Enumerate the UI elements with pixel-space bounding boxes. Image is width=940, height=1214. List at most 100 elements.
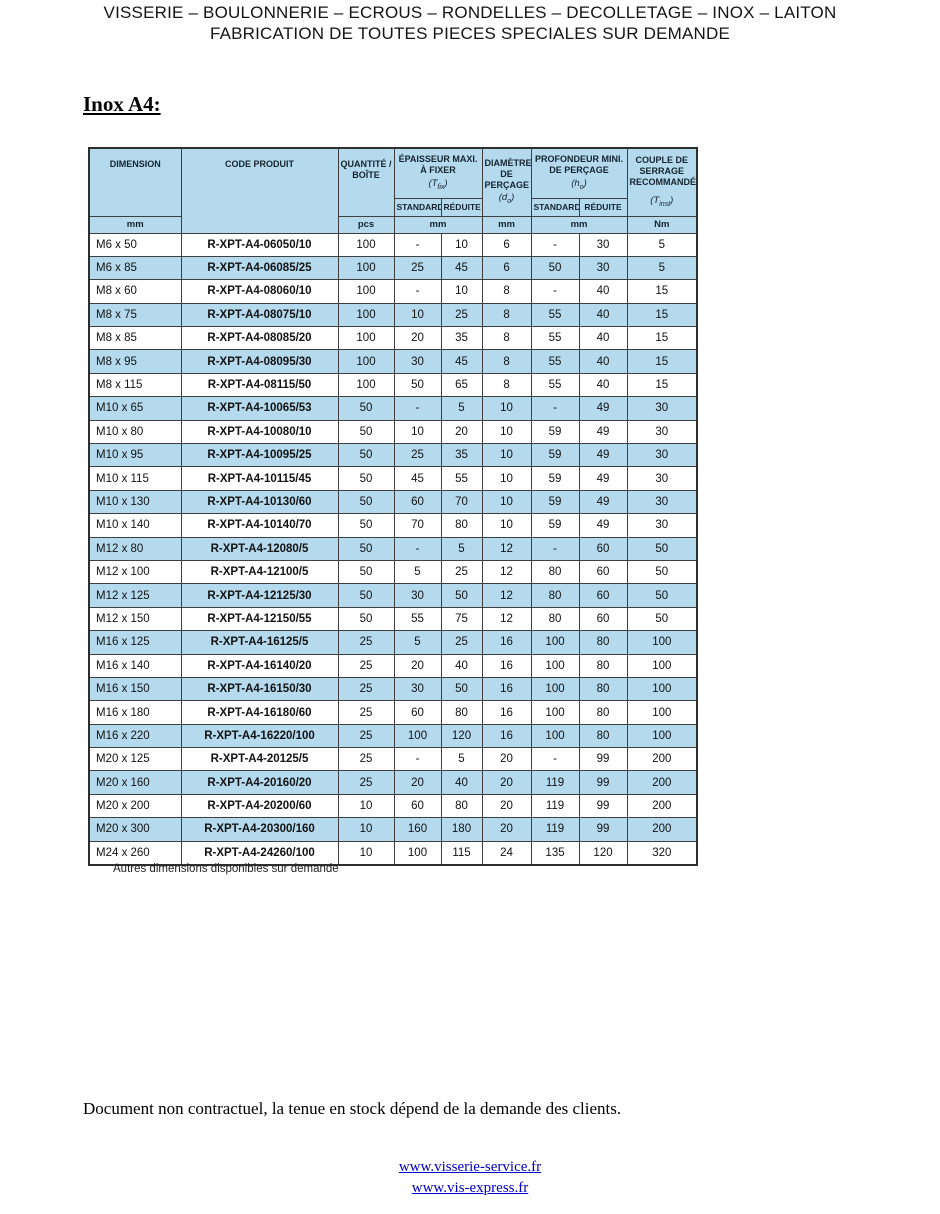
cell-profondeur-standard: - [530, 747, 580, 772]
cell-profondeur-standard: - [530, 232, 580, 257]
cell-epaisseur-standard: 10 [393, 419, 442, 445]
cell-profondeur-reduite: 99 [578, 747, 628, 772]
cell-profondeur-standard: 80 [530, 606, 580, 632]
cell-epaisseur-reduite: 25 [440, 302, 483, 328]
cell-quantite: 25 [337, 723, 395, 749]
cell-diametre: 10 [481, 466, 532, 491]
cell-dimension: M12 x 150 [88, 606, 182, 632]
cell-epaisseur-reduite: 70 [440, 489, 483, 515]
cell-epaisseur-standard: 25 [393, 443, 442, 468]
cell-profondeur-reduite: 80 [578, 676, 628, 702]
cell-epaisseur-standard: 70 [393, 513, 442, 538]
cell-profondeur-standard: 119 [530, 817, 580, 842]
cell-dimension: M8 x 85 [88, 326, 182, 351]
cell-profondeur-standard: 119 [530, 770, 580, 795]
cell-diametre: 8 [481, 349, 532, 374]
cell-quantite: 50 [337, 443, 395, 468]
cell-quantite: 100 [337, 326, 395, 351]
cell-epaisseur-reduite: 10 [440, 232, 483, 257]
unit-profondeur: mm [530, 215, 628, 234]
cell-profondeur-reduite: 40 [578, 349, 628, 374]
cell-code-produit: R-XPT-A4-08085/20 [180, 326, 339, 351]
cell-epaisseur-reduite: 180 [440, 817, 483, 842]
cell-code-produit: R-XPT-A4-16150/30 [180, 676, 339, 702]
cell-epaisseur-standard: - [393, 396, 442, 421]
cell-epaisseur-standard: 5 [393, 559, 442, 585]
cell-profondeur-standard: 59 [530, 443, 580, 468]
cell-profondeur-standard: 100 [530, 676, 580, 702]
link-vis-express[interactable]: www.vis-express.fr [411, 1180, 529, 1196]
cell-profondeur-reduite: 30 [578, 255, 628, 281]
cell-quantite: 50 [337, 559, 395, 585]
cell-dimension: M6 x 50 [88, 232, 182, 257]
cell-epaisseur-reduite: 35 [440, 443, 483, 468]
cell-epaisseur-standard: 45 [393, 466, 442, 491]
cell-code-produit: R-XPT-A4-06050/10 [180, 232, 339, 257]
cell-epaisseur-standard: 60 [393, 793, 442, 819]
cell-profondeur-standard: 55 [530, 326, 580, 351]
cell-profondeur-reduite: 49 [578, 419, 628, 445]
cell-profondeur-standard: 100 [530, 630, 580, 655]
cell-dimension: M10 x 80 [88, 419, 182, 445]
cell-profondeur-standard: - [530, 536, 580, 561]
cell-profondeur-standard: 119 [530, 793, 580, 819]
table-row: M12 x 100 R-XPT-A4-12100/5 50 5 25 12 80… [88, 559, 698, 585]
cell-dimension: M16 x 180 [88, 700, 182, 725]
cell-code-produit: R-XPT-A4-06085/25 [180, 255, 339, 281]
cell-epaisseur-standard: 30 [393, 349, 442, 374]
cell-code-produit: R-XPT-A4-08075/10 [180, 302, 339, 328]
cell-profondeur-reduite: 40 [578, 326, 628, 351]
cell-epaisseur-reduite: 45 [440, 255, 483, 281]
cell-epaisseur-reduite: 50 [440, 583, 483, 608]
cell-profondeur-standard: 100 [530, 700, 580, 725]
cell-dimension: M8 x 75 [88, 302, 182, 328]
cell-profondeur-standard: 80 [530, 559, 580, 585]
section-title: Inox A4: [83, 92, 161, 116]
cell-diametre: 16 [481, 653, 532, 678]
table-row: M20 x 200 R-XPT-A4-20200/60 10 60 80 20 … [88, 793, 698, 819]
cell-diametre: 8 [481, 302, 532, 328]
cell-profondeur-reduite: 49 [578, 396, 628, 421]
cell-quantite: 50 [337, 583, 395, 608]
cell-profondeur-reduite: 60 [578, 606, 628, 632]
cell-profondeur-standard: 59 [530, 419, 580, 445]
page-header-line1: VISSERIE – BOULONNERIE – ECROUS – RONDEL… [103, 3, 837, 22]
cell-profondeur-standard: 50 [530, 255, 580, 281]
cell-couple: 15 [626, 302, 698, 328]
table-row: M16 x 220 R-XPT-A4-16220/100 25 100 120 … [88, 723, 698, 749]
cell-epaisseur-reduite: 50 [440, 676, 483, 702]
cell-epaisseur-standard: 5 [393, 630, 442, 655]
cell-code-produit: R-XPT-A4-20125/5 [180, 747, 339, 772]
table-row: M16 x 140 R-XPT-A4-16140/20 25 20 40 16 … [88, 653, 698, 678]
cell-epaisseur-reduite: 80 [440, 513, 483, 538]
cell-quantite: 100 [337, 302, 395, 328]
cell-diametre: 12 [481, 606, 532, 632]
cell-quantite: 50 [337, 606, 395, 632]
cell-code-produit: R-XPT-A4-08060/10 [180, 279, 339, 304]
cell-epaisseur-standard: - [393, 536, 442, 561]
cell-epaisseur-standard: - [393, 279, 442, 304]
cell-profondeur-standard: 55 [530, 302, 580, 328]
cell-epaisseur-standard: - [393, 232, 442, 257]
cell-profondeur-reduite: 120 [578, 840, 628, 866]
cell-epaisseur-reduite: 40 [440, 653, 483, 678]
unit-epaisseur: mm [393, 215, 483, 234]
cell-quantite: 25 [337, 676, 395, 702]
link-visserie-service[interactable]: www.visserie-service.fr [398, 1159, 542, 1175]
cell-couple: 30 [626, 396, 698, 421]
cell-code-produit: R-XPT-A4-10065/53 [180, 396, 339, 421]
cell-quantite: 10 [337, 840, 395, 866]
table-row: M12 x 125 R-XPT-A4-12125/30 50 30 50 12 … [88, 583, 698, 608]
cell-profondeur-reduite: 80 [578, 630, 628, 655]
cell-profondeur-standard: 135 [530, 840, 580, 866]
table-row: M8 x 115 R-XPT-A4-08115/50 100 50 65 8 5… [88, 372, 698, 398]
subcolumn-epaisseur-standard: STANDARD [393, 197, 442, 217]
table-row: M8 x 60 R-XPT-A4-08060/10 100 - 10 8 - 4… [88, 279, 698, 304]
cell-code-produit: R-XPT-A4-10095/25 [180, 443, 339, 468]
cell-code-produit: R-XPT-A4-10080/10 [180, 419, 339, 445]
cell-quantite: 50 [337, 513, 395, 538]
cell-dimension: M20 x 125 [88, 747, 182, 772]
cell-epaisseur-reduite: 120 [440, 723, 483, 749]
cell-couple: 50 [626, 583, 698, 608]
cell-diametre: 12 [481, 583, 532, 608]
